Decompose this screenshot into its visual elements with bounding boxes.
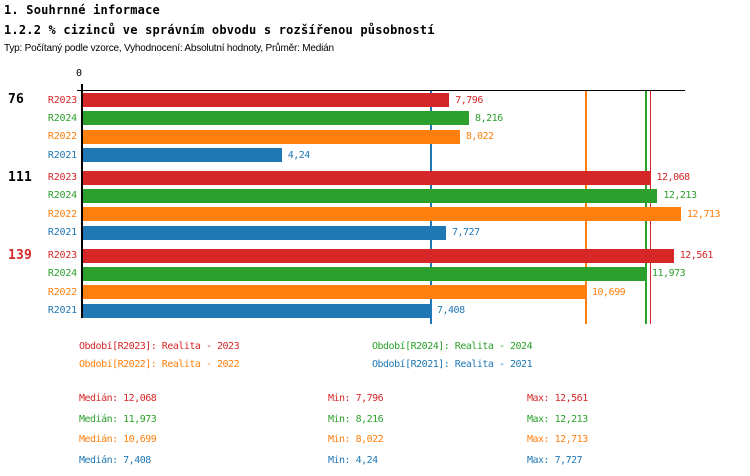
legend-item-r2022: Období[R2022]: Realita - 2022 — [79, 359, 240, 370]
section-title: 1. Souhrnné informace — [4, 3, 160, 17]
bar-r2023 — [83, 170, 651, 185]
x-axis-tick — [81, 84, 83, 90]
bar-r2022 — [83, 207, 681, 222]
bar-value-label: 12,213 — [663, 190, 697, 202]
bar-row-label: R2021 — [47, 149, 77, 161]
bar-r2023 — [83, 248, 674, 263]
median-value: Medián: 7,408 — [79, 454, 151, 466]
legend-item-r2024: Období[R2024]: Realita - 2024 — [372, 341, 533, 352]
max-value: Max: 12,213 — [527, 413, 588, 425]
group-label: 139 — [8, 247, 33, 263]
bar-row-label: R2022 — [47, 131, 77, 143]
bar-row-label: R2022 — [47, 208, 77, 220]
chart-subtitle: Typ: Počítaný podle vzorce, Vyhodnocení:… — [4, 43, 334, 54]
legend-item-r2021: Období[R2021]: Realita - 2021 — [372, 359, 533, 370]
min-value: Min: 4,24 — [328, 454, 378, 466]
max-value: Max: 12,561 — [527, 393, 588, 404]
median-line-r2021 — [430, 90, 432, 324]
chart-title: 1.2.2 % cizinců ve správním obvodu s roz… — [4, 23, 435, 37]
x-axis-line — [77, 89, 685, 91]
bar-r2022 — [83, 285, 587, 300]
bar-value-label: 12,561 — [679, 250, 714, 261]
stats-row-r2022: Medián: 10,699 Min: 8,022 Max: 12,713 — [79, 434, 679, 448]
bar-r2021 — [83, 303, 431, 318]
min-value: Min: 8,216 — [328, 413, 384, 425]
bar-row-label: R2022 — [47, 286, 77, 298]
bar-value-label: 7,408 — [436, 305, 465, 317]
stats-row-r2021: Medián: 7,408 Min: 4,24 Max: 7,727 — [79, 455, 679, 469]
group-label: 111 — [8, 169, 33, 185]
bar-chart: 0 76 R2023 7,796 R2024 8,216 R2022 8,022 R2021 4,… — [8, 68, 721, 324]
median-line-r2023 — [649, 90, 652, 324]
bar-r2022 — [83, 129, 460, 144]
median-value: Medián: 10,699 — [79, 434, 157, 446]
min-value: Min: 8,022 — [328, 434, 384, 446]
bar-r2024 — [83, 111, 470, 126]
bar-row-label: R2023 — [47, 94, 77, 106]
bar-row-label: R2024 — [47, 190, 77, 202]
median-line-r2024 — [645, 90, 647, 324]
group-label: 76 — [8, 92, 25, 107]
bar-r2024 — [83, 266, 647, 281]
bar-r2023 — [83, 93, 450, 107]
bar-value-label: 11,973 — [652, 268, 686, 280]
bar-r2021 — [83, 148, 282, 163]
bar-row-label: R2024 — [47, 268, 77, 280]
bar-value-label: 7,796 — [455, 94, 483, 106]
stats-table: Medián: 12,068 Min: 7,796 Max: 12,561 Me… — [79, 393, 679, 476]
bar-row-label: R2023 — [47, 250, 77, 261]
stats-row-r2023: Medián: 12,068 Min: 7,796 Max: 12,561 — [79, 393, 679, 407]
y-axis-line — [81, 89, 83, 318]
bar-value-label: 10,699 — [592, 286, 626, 298]
bar-r2021 — [83, 225, 446, 240]
bar-r2024 — [83, 188, 658, 203]
bar-value-label: 12,713 — [686, 208, 721, 220]
stats-row-r2024: Medián: 11,973 Min: 8,216 Max: 12,213 — [79, 414, 679, 428]
bar-row-label: R2021 — [47, 227, 77, 239]
bar-row-label: R2023 — [47, 172, 77, 183]
max-value: Max: 12,713 — [527, 434, 588, 446]
median-line-r2022 — [585, 90, 587, 324]
bar-value-label: 8,022 — [465, 131, 494, 143]
bar-value-label: 4,24 — [287, 149, 311, 161]
bar-value-label: 8,216 — [475, 112, 503, 124]
bar-value-label: 7,727 — [452, 227, 480, 239]
bar-row-label: R2021 — [47, 305, 77, 317]
max-value: Max: 7,727 — [527, 454, 583, 466]
bar-value-label: 12,068 — [656, 172, 691, 183]
median-value: Medián: 11,973 — [79, 413, 157, 425]
x-axis-zero-label: 0 — [76, 68, 82, 79]
legend-item-r2023: Období[R2023]: Realita - 2023 — [79, 341, 240, 352]
bar-row-label: R2024 — [47, 112, 77, 124]
min-value: Min: 7,796 — [328, 393, 384, 404]
median-value: Medián: 12,068 — [79, 393, 157, 404]
